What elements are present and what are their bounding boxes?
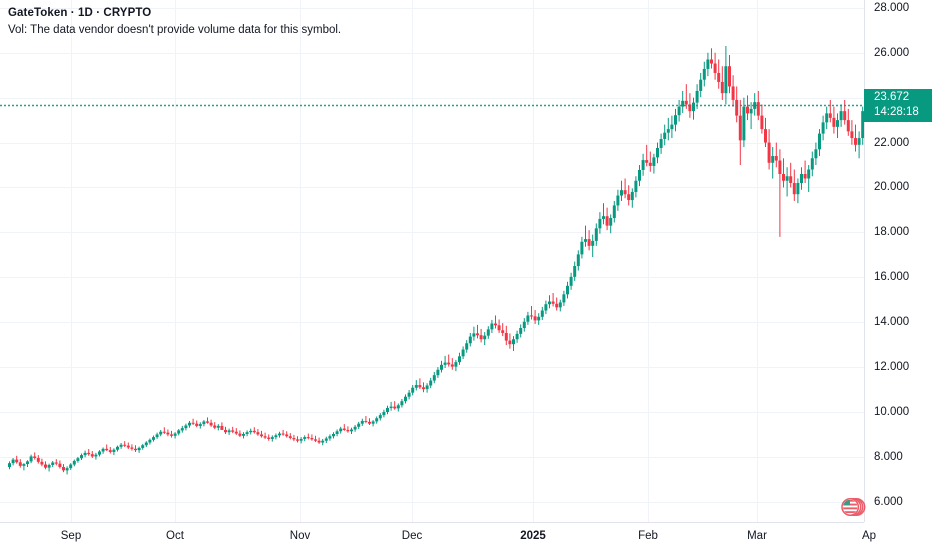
vertical-gridlines — [71, 0, 758, 522]
time-axis-label: Dec — [401, 530, 423, 542]
last-price-value: 23.672 — [874, 91, 910, 104]
price-axis-label: 20.000 — [874, 181, 910, 194]
time-axis-label: Ap — [861, 530, 877, 542]
time-axis-label: Feb — [638, 530, 658, 542]
price-axis-label: 26.000 — [874, 46, 910, 59]
price-axis-label: 12.000 — [874, 361, 910, 374]
last-price-time: 14:28:18 — [874, 106, 919, 119]
price-axis-label: 10.000 — [874, 405, 910, 418]
time-axis-label: Oct — [166, 530, 184, 542]
time-axis-label: Sep — [60, 530, 82, 542]
candle-series — [8, 46, 865, 475]
horizontal-gridlines — [0, 8, 864, 503]
price-axis[interactable]: 28.00026.00024.00022.00020.00018.00016.0… — [864, 0, 932, 550]
time-axis-label: Mar — [747, 530, 767, 542]
price-axis-label: 8.000 — [874, 450, 903, 463]
time-axis[interactable]: Sep Oct Nov Dec 2025 Feb Mar Ap — [0, 522, 876, 550]
time-axis-label: Nov — [289, 530, 311, 542]
price-axis-label: 18.000 — [874, 226, 910, 239]
time-axis-label: 2025 — [520, 530, 546, 542]
last-price-badge: 23.672 14:28:18 — [864, 89, 932, 123]
price-axis-label: 16.000 — [874, 271, 910, 284]
price-axis-label: 28.000 — [874, 1, 910, 14]
price-axis-label: 22.000 — [874, 136, 910, 149]
price-axis-label: 6.000 — [874, 495, 903, 508]
price-axis-label: 14.000 — [874, 316, 910, 329]
